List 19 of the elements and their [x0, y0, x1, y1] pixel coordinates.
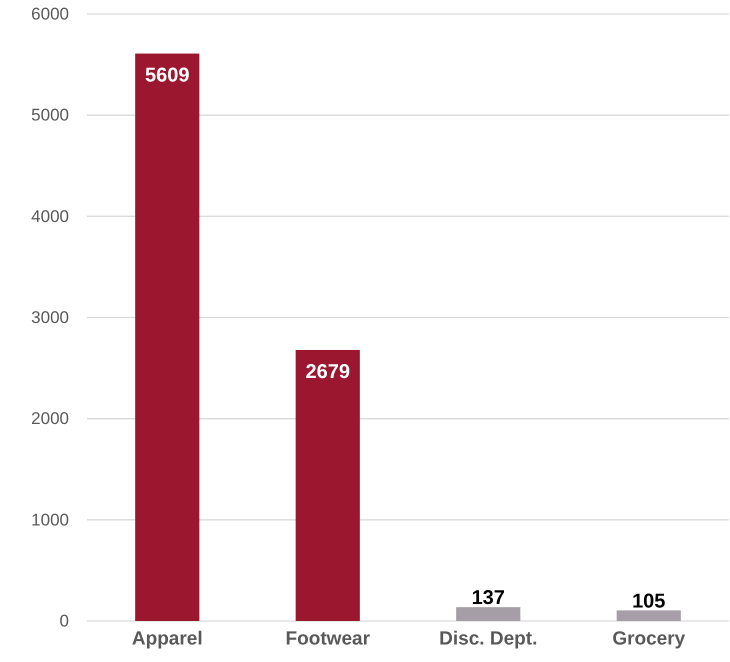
bar — [135, 54, 200, 621]
y-tick-label: 2000 — [31, 409, 69, 428]
y-tick-label: 4000 — [31, 206, 69, 226]
y-tick-label: 0 — [60, 611, 69, 630]
x-tick-label: Apparel — [132, 628, 203, 650]
y-tick-label: 1000 — [31, 510, 69, 530]
y-tick-label: 5000 — [31, 106, 69, 125]
data-label: 2679 — [306, 360, 350, 383]
data-label: 137 — [472, 587, 505, 610]
x-tick-label: Grocery — [612, 628, 686, 650]
y-tick-label: 6000 — [31, 4, 69, 24]
bar — [456, 607, 520, 621]
data-label: 5609 — [145, 64, 190, 87]
y-tick-label: 3000 — [31, 308, 69, 327]
data-label: 105 — [632, 590, 666, 612]
bar — [616, 610, 681, 621]
x-tick-label: Footwear — [286, 628, 371, 650]
x-tick-label: Disc. Dept. — [439, 628, 538, 650]
bar — [296, 350, 360, 621]
